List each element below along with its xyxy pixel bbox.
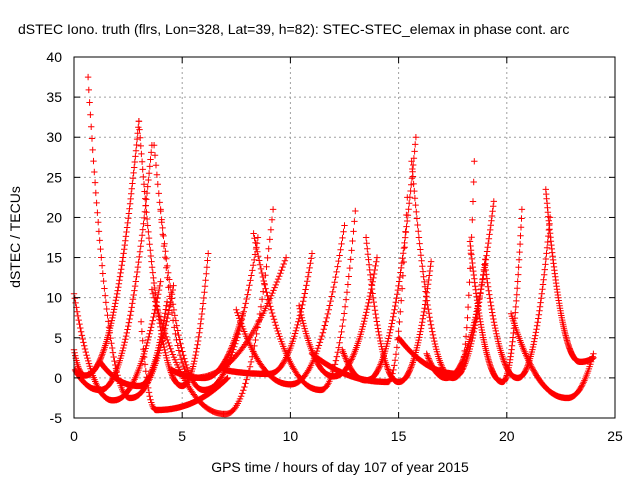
x-tick-label: 20: [499, 428, 515, 444]
data-series-arc: [71, 142, 156, 394]
y-tick-label: 25: [46, 169, 62, 185]
y-tick-label: 40: [46, 49, 62, 65]
y-axis-label: dSTEC / TECUs: [7, 186, 23, 288]
plus-markers: [71, 142, 156, 394]
plot-frame: [73, 56, 616, 419]
data-series-arc: [423, 198, 497, 382]
plus-markers: [339, 134, 420, 384]
x-tick-label: 15: [391, 428, 407, 444]
data-series-arc: [220, 250, 316, 378]
plus-markers: [507, 310, 597, 402]
y-tick-label: -5: [50, 410, 63, 426]
plus-markers: [157, 206, 290, 382]
y-tick-label: 30: [46, 129, 62, 145]
y-tick-label: 15: [46, 250, 62, 266]
x-tick-label: 25: [607, 428, 623, 444]
data-series-arc: [362, 234, 435, 386]
data-series-arc: [408, 158, 489, 382]
y-tick-label: 5: [54, 330, 62, 346]
x-axis-label: GPS time / hours of day 107 of year 2015: [211, 459, 469, 475]
y-tick-label: 10: [46, 290, 62, 306]
data-series-arc: [70, 118, 143, 379]
x-tick-label: 0: [70, 428, 78, 444]
plus-markers: [220, 250, 316, 378]
data-series-arc: [168, 310, 246, 382]
data-series-arc: [233, 222, 348, 388]
data-series-arc: [482, 214, 554, 382]
data-series-arc: [148, 206, 277, 418]
y-tick-label: 35: [46, 89, 62, 105]
chart-title: dSTEC Iono. truth (flrs, Lon=328, Lat=39…: [18, 21, 569, 37]
plus-markers: [542, 186, 597, 365]
data-series-arc: [466, 206, 526, 386]
plus-markers: [362, 234, 435, 386]
data-series-arc: [339, 134, 420, 384]
plus-markers: [482, 214, 554, 382]
data-series-arc: [542, 186, 597, 365]
plus-markers: [70, 118, 143, 379]
plus-markers: [423, 198, 497, 382]
plus-markers: [466, 206, 526, 386]
y-tick-label: 20: [46, 209, 62, 225]
data-series-arc: [157, 206, 290, 382]
y-tick-label: 0: [54, 370, 62, 386]
x-tick-label: 10: [283, 428, 299, 444]
plus-markers: [233, 222, 348, 388]
plus-markers: [148, 206, 277, 418]
x-tick-label: 5: [178, 428, 186, 444]
data-markers: [70, 73, 597, 418]
data-series-arc: [507, 310, 597, 402]
plus-markers: [408, 158, 489, 382]
plus-markers: [168, 310, 246, 382]
axis-ticks: 0 5 10 15 20 25 -5 0 5 10 15 20 25 30 35 40: [46, 49, 623, 444]
